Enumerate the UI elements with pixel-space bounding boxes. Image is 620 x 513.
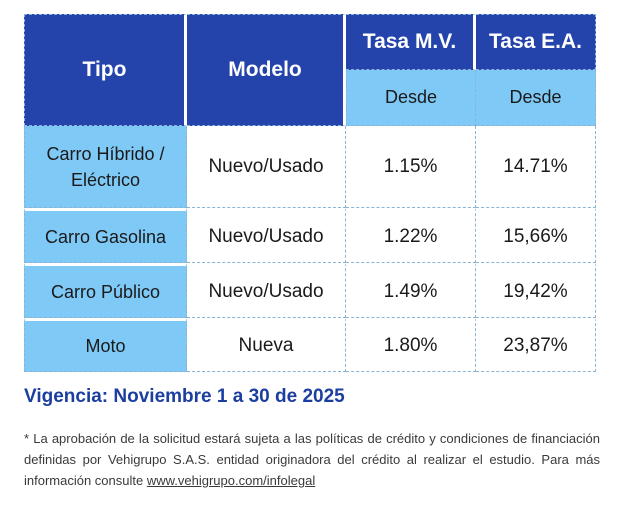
vigencia-title: Vigencia: Noviembre 1 a 30 de 2025 xyxy=(24,386,345,407)
cell-tipo: Carro Público xyxy=(24,263,187,318)
cell-tasa-mv: 1.22% xyxy=(346,208,476,263)
table-row: Moto Nueva 1.80% 23,87% xyxy=(24,318,596,372)
cell-tipo: Moto xyxy=(24,318,187,372)
cell-tipo: Carro Gasolina xyxy=(24,208,187,263)
table-row: Carro Híbrido / Eléctrico Nuevo/Usado 1.… xyxy=(24,126,596,208)
header-desde-mv: Desde xyxy=(346,70,476,126)
tipo-line1: Carro Híbrido / xyxy=(46,143,165,164)
infolegal-link[interactable]: www.vehigrupo.com/infolegal xyxy=(146,473,316,488)
cell-tasa-ea: 14.71% xyxy=(476,126,596,208)
cell-modelo: Nuevo/Usado xyxy=(187,208,346,263)
cell-modelo: Nueva xyxy=(187,318,346,372)
cell-tasa-mv: 1.15% xyxy=(346,126,476,208)
cell-tasa-mv: 1.49% xyxy=(346,263,476,318)
cell-modelo: Nuevo/Usado xyxy=(187,263,346,318)
cell-tasa-mv: 1.80% xyxy=(346,318,476,372)
table-row: Carro Público Nuevo/Usado 1.49% 19,42% xyxy=(24,263,596,318)
header-desde-ea: Desde xyxy=(476,70,596,126)
header-tasa-ea: Tasa E.A. xyxy=(476,14,596,70)
cell-tasa-ea: 19,42% xyxy=(476,263,596,318)
cell-tasa-ea: 15,66% xyxy=(476,208,596,263)
header-modelo: Modelo xyxy=(187,14,346,126)
cell-tipo: Carro Híbrido / Eléctrico xyxy=(24,126,187,208)
tipo-line2: Eléctrico xyxy=(70,169,141,190)
header-tipo: Tipo xyxy=(24,14,187,126)
disclaimer-text: * La aprobación de la solicitud estará s… xyxy=(24,428,600,491)
table-row: Carro Gasolina Nuevo/Usado 1.22% 15,66% xyxy=(24,208,596,263)
rates-table: Tipo Modelo Tasa M.V. Tasa E.A. Desde De… xyxy=(24,14,596,372)
disclaimer-body: * La aprobación de la solicitud estará s… xyxy=(24,431,600,488)
header-tasa-mv: Tasa M.V. xyxy=(346,14,476,70)
cell-modelo: Nuevo/Usado xyxy=(187,126,346,208)
cell-tasa-ea: 23,87% xyxy=(476,318,596,372)
